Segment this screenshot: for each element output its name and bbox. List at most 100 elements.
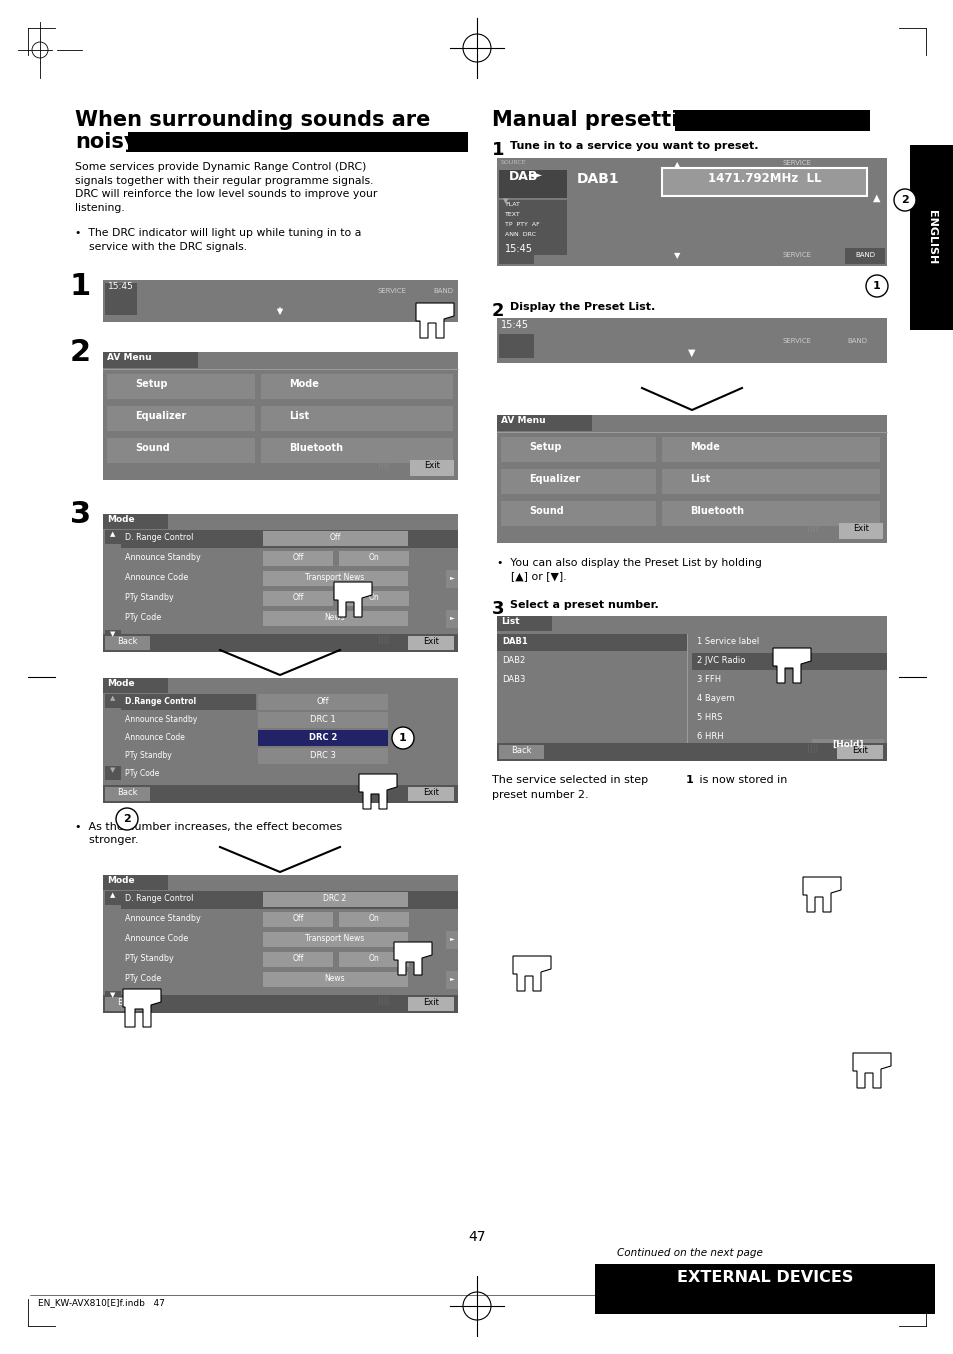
Text: ▲: ▲ [111,531,115,538]
Bar [408,787,454,802]
Polygon shape [852,1053,890,1089]
Polygon shape [802,877,841,913]
Text: Setup: Setup [529,441,561,452]
Text: Back: Back [116,788,137,798]
Bar [103,995,457,1013]
Text: DAB2: DAB2 [501,655,525,665]
Polygon shape [394,942,432,975]
Circle shape [505,473,523,490]
Bar [107,406,254,431]
Text: ||||: |||| [377,635,389,645]
Text: On: On [368,914,379,923]
Text: 6 HRH: 6 HRH [697,733,723,741]
Text: 47: 47 [468,1229,485,1244]
Circle shape [505,440,523,458]
Bar [408,997,454,1011]
Text: 2 JVC Radio: 2 JVC Radio [697,655,744,665]
Bar [257,712,388,728]
Text: ▼: ▼ [111,992,115,998]
Text: D. Range Control: D. Range Control [125,533,193,542]
Text: AV Menu: AV Menu [107,353,152,362]
Bar [500,437,656,462]
Text: Off: Off [292,593,303,603]
Text: Transport News: Transport News [305,934,364,942]
Text: preset number 2.: preset number 2. [492,789,588,800]
Text: 3: 3 [70,500,91,529]
Bar [675,110,869,131]
Text: is now stored in: is now stored in [696,774,786,785]
Text: BAND: BAND [433,288,453,294]
Text: 15:45: 15:45 [504,244,533,255]
Text: EXTERNAL DEVICES: EXTERNAL DEVICES [676,1270,852,1285]
Text: 1: 1 [872,282,880,291]
Text: On: On [368,593,379,603]
Bar [498,171,566,198]
Text: Sound: Sound [529,506,563,516]
Text: ANN  DRC: ANN DRC [504,232,536,237]
Text: ENGLISH: ENGLISH [926,210,936,264]
Bar [105,891,121,904]
Text: On: On [368,552,379,562]
Text: Setup: Setup [135,379,168,389]
Circle shape [266,441,284,459]
Bar [103,352,457,481]
Text: ►: ► [449,936,454,941]
Bar [691,653,886,670]
Circle shape [112,376,130,395]
Bar [263,551,333,566]
Text: Back: Back [116,998,137,1007]
Text: The service selected in step: The service selected in step [492,774,651,785]
Text: 2: 2 [492,302,504,320]
Bar [500,468,656,494]
Text: Sound: Sound [135,443,170,454]
Bar [107,437,254,463]
Text: List: List [689,474,709,483]
Bar [105,529,121,544]
Bar [105,991,121,1005]
Text: Off: Off [292,955,303,963]
Circle shape [116,808,138,830]
Bar [257,747,388,764]
Text: Equalizer: Equalizer [529,474,579,483]
Text: ▲: ▲ [111,695,115,701]
Circle shape [666,440,684,458]
Text: Announce Standby: Announce Standby [125,552,200,562]
Text: When surrounding sounds are: When surrounding sounds are [75,110,430,130]
Bar [103,875,457,1013]
Text: Exit: Exit [851,746,867,756]
Text: Transport News: Transport News [305,573,364,582]
Text: 2: 2 [901,195,908,204]
Text: DRC 2: DRC 2 [309,733,336,742]
Text: 4 Bayern: 4 Bayern [697,695,734,703]
Bar [661,437,879,462]
Bar [105,997,150,1011]
Text: Exit: Exit [422,998,438,1007]
Text: Back: Back [510,746,531,756]
Bar [263,932,408,946]
Bar [261,374,453,399]
Text: Mode: Mode [689,441,720,452]
Text: SOURCE: SOURCE [500,160,526,165]
Bar [103,352,198,368]
Bar [497,158,886,265]
Text: Announce Standby: Announce Standby [125,914,200,923]
Text: Mode: Mode [107,515,134,524]
Text: TEXT: TEXT [504,213,520,217]
Circle shape [893,190,915,211]
Bar [103,515,168,529]
Polygon shape [334,582,372,617]
Text: Manual presetting: Manual presetting [492,110,707,130]
Bar [661,468,879,494]
Text: Mode: Mode [107,876,134,886]
Bar [121,695,255,709]
Text: Announce Code: Announce Code [125,733,185,742]
Text: ||||: |||| [806,743,818,753]
Bar [257,730,388,746]
Bar [103,678,457,803]
Text: 1: 1 [70,272,91,301]
Bar [103,515,457,653]
Text: 1 Service label: 1 Service label [697,636,759,646]
Text: Exit: Exit [422,636,438,646]
Bar [446,971,457,988]
Bar [446,570,457,588]
